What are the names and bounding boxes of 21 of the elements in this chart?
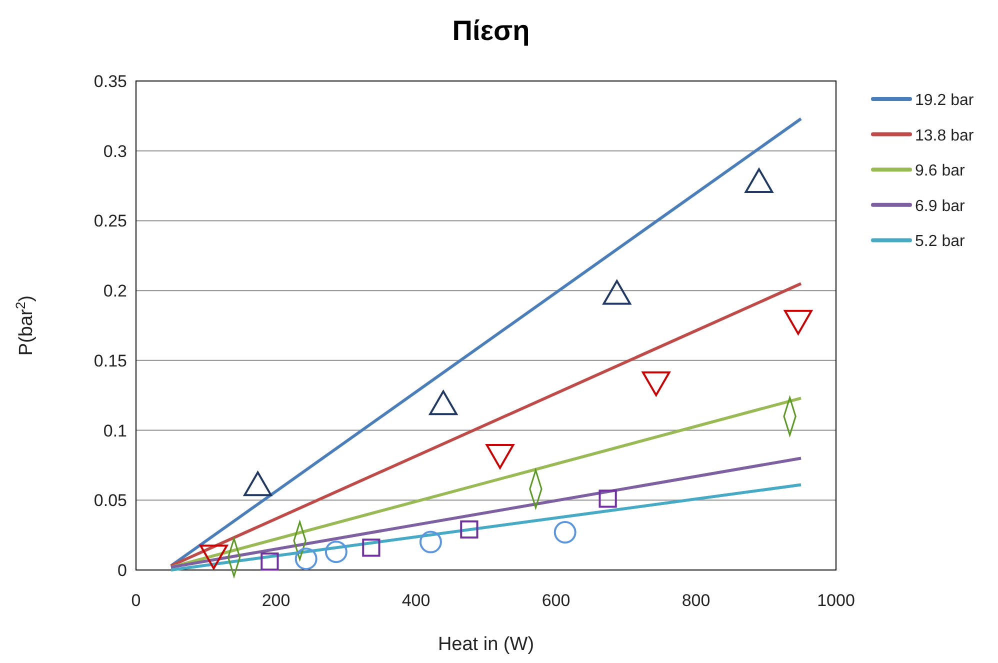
x-tick-label: 0 <box>131 591 141 610</box>
y-tick-label: 0.3 <box>103 142 127 161</box>
y-tick-label: 0.15 <box>94 351 127 370</box>
y-tick-label: 0 <box>118 561 127 580</box>
x-tick-label: 1000 <box>817 591 855 610</box>
x-axis-title: Heat in (W) <box>438 634 534 655</box>
y-tick-label: 0.05 <box>94 491 127 510</box>
y-tick-label: 0.1 <box>103 421 127 440</box>
legend-label: 5.2 bar <box>915 233 966 250</box>
legend-label: 6.9 bar <box>915 198 966 215</box>
x-tick-label: 200 <box>262 591 290 610</box>
legend-label: 9.6 bar <box>915 162 966 180</box>
y-tick-label: 0.35 <box>94 72 127 91</box>
y-tick-label: 0.2 <box>103 282 127 301</box>
chart-title: Πίεση <box>452 15 530 46</box>
legend-label: 13.8 bar <box>915 127 974 144</box>
x-tick-label: 600 <box>542 591 570 610</box>
x-tick-label: 400 <box>402 591 430 610</box>
x-tick-label: 800 <box>682 591 710 610</box>
legend-label: 19.2 bar <box>915 92 974 109</box>
y-tick-label: 0.25 <box>94 212 127 231</box>
